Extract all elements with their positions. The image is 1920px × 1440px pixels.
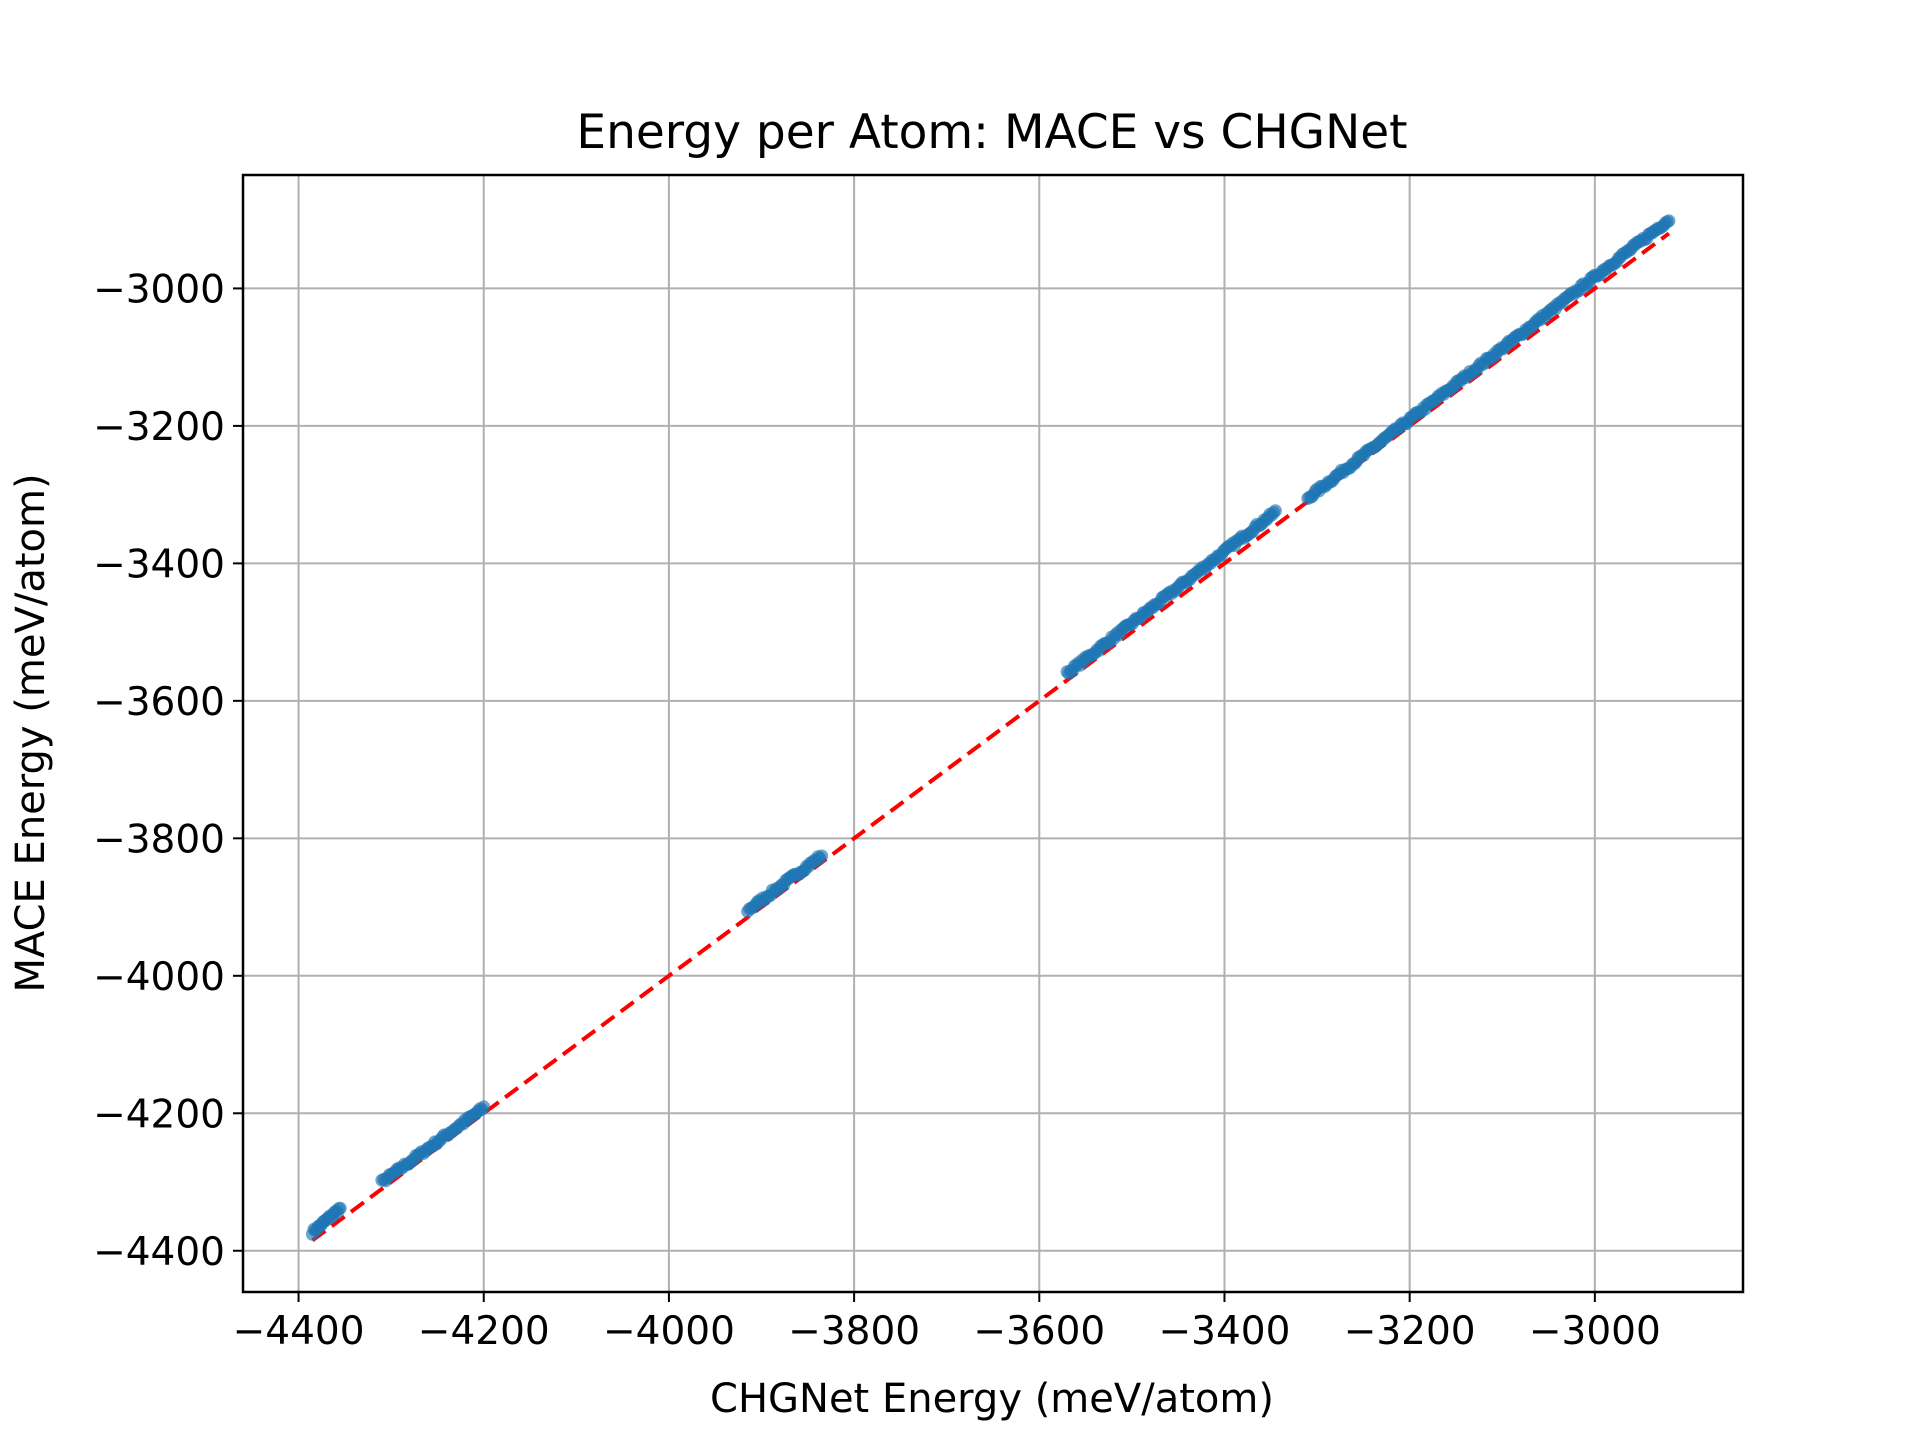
x-tick-label: −4200: [418, 1309, 550, 1354]
x-tick-label: −4000: [603, 1309, 735, 1354]
y-tick-label: −4000: [93, 955, 225, 1000]
data-point: [1268, 504, 1282, 518]
x-axis-label: CHGNet Energy (meV/atom): [710, 1376, 1274, 1422]
y-tick-label: −3000: [93, 267, 225, 312]
grid: [243, 175, 1743, 1292]
data-point: [333, 1201, 347, 1215]
plot-frame: [241, 173, 1745, 1294]
y-axis-ticks: −4400 −4200 −4000 −3800 −3600 −3400 −3200 −3000: [93, 267, 243, 1275]
y-tick-label: −4400: [93, 1230, 225, 1275]
x-axis-ticks: −4400 −4200 −4000 −3800 −3600 −3400 −3200 −3000: [233, 1292, 1661, 1354]
data-point: [815, 849, 829, 863]
y-axis-label: MACE Energy (meV/atom): [8, 473, 54, 992]
x-tick-label: −3200: [1344, 1309, 1476, 1354]
x-tick-label: −3800: [788, 1309, 920, 1354]
y-tick-label: −3200: [93, 405, 225, 450]
chart-title: Energy per Atom: MACE vs CHGNet: [576, 105, 1407, 160]
x-tick-label: −4400: [233, 1309, 365, 1354]
y-tick-label: −3800: [93, 817, 225, 862]
data-point: [477, 1100, 491, 1114]
x-tick-label: −3600: [973, 1309, 1105, 1354]
y-tick-label: −3400: [93, 542, 225, 587]
data-point: [1662, 214, 1676, 228]
y-tick-label: −4200: [93, 1092, 225, 1137]
data-points: [305, 214, 1676, 1241]
x-tick-label: −3000: [1529, 1309, 1661, 1354]
x-tick-label: −3400: [1159, 1309, 1291, 1354]
y-tick-label: −3600: [93, 680, 225, 725]
